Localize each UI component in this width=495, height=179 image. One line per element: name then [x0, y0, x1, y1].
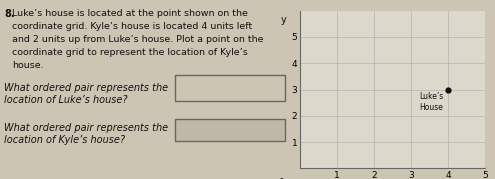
Text: What ordered pair represents the: What ordered pair represents the	[4, 83, 168, 93]
Text: Luke’s house is located at the point shown on the: Luke’s house is located at the point sho…	[12, 9, 248, 18]
Text: What ordered pair represents the: What ordered pair represents the	[4, 123, 168, 133]
Bar	[175, 119, 285, 141]
Text: Luke’s
House: Luke’s House	[419, 92, 444, 112]
Text: coordinate grid to represent the location of Kyle’s: coordinate grid to represent the locatio…	[12, 48, 248, 57]
Text: 0: 0	[279, 178, 284, 179]
Bar	[175, 75, 285, 101]
Text: coordinate grid. Kyle’s house is located 4 units left: coordinate grid. Kyle’s house is located…	[12, 22, 252, 31]
Text: y: y	[281, 15, 286, 25]
Text: location of Kyle’s house?: location of Kyle’s house?	[4, 135, 125, 145]
Text: and 2 units up from Luke’s house. Plot a point on the: and 2 units up from Luke’s house. Plot a…	[12, 35, 263, 44]
Text: house.: house.	[12, 61, 44, 70]
Text: location of Luke’s house?: location of Luke’s house?	[4, 95, 128, 105]
Text: 8.: 8.	[4, 9, 15, 19]
